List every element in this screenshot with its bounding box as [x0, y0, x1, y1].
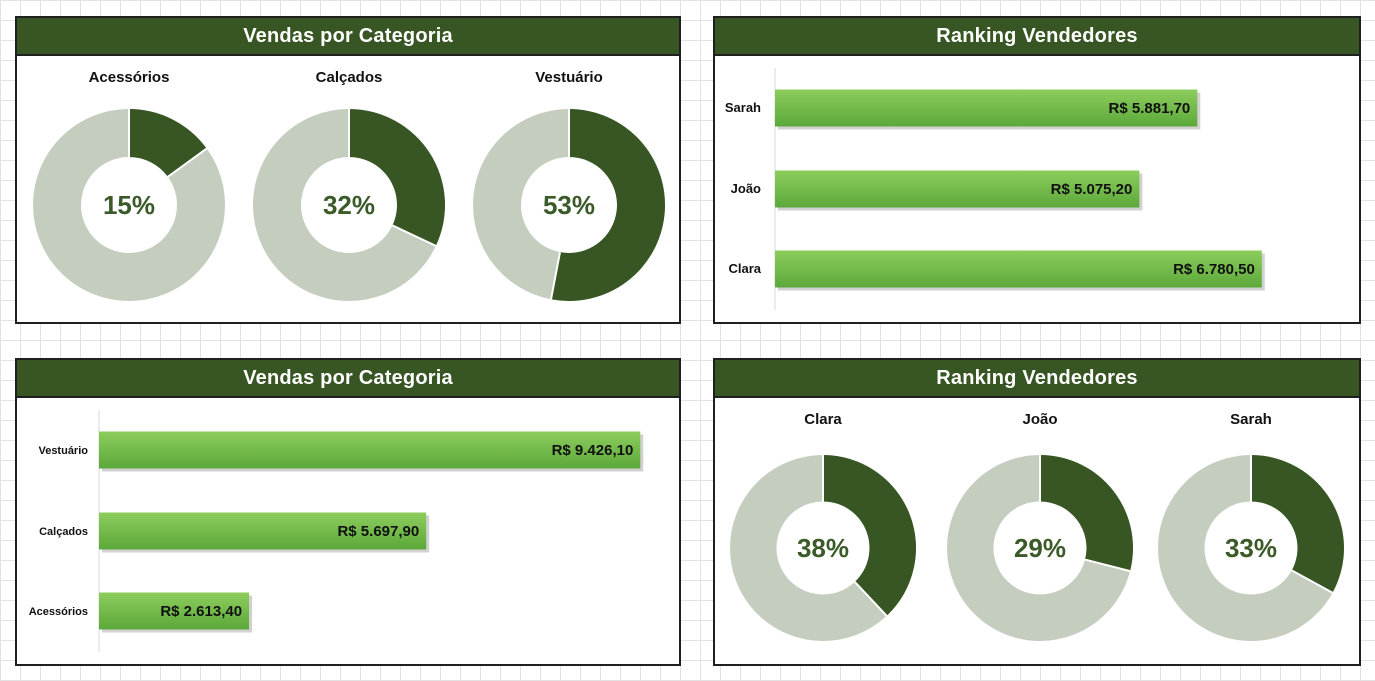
bar-category-label-acessorios: Acessórios	[29, 606, 88, 618]
panel-title: Ranking Vendedores	[715, 18, 1359, 56]
donut-title-clara: Clara	[804, 411, 842, 428]
bar-vestuario	[99, 431, 641, 469]
panel-category-donuts: Vendas por Categoria Acessórios 15% Calçad…	[15, 16, 681, 324]
bar-sarah	[775, 89, 1198, 127]
donut-percent-clara: 38%	[797, 533, 849, 563]
panel-category-bars: Vendas por Categoria Vestuário R$ 9.426,1…	[15, 358, 681, 666]
bar-category-label-calcados: Calçados	[39, 526, 88, 538]
donut-percent-sarah: 33%	[1225, 533, 1277, 563]
donut-separator-end	[1084, 558, 1131, 573]
panel-seller-donuts: Ranking Vendedores Clara 38% João 29% Sarah 3…	[713, 358, 1361, 666]
bar-acessorios	[99, 592, 250, 630]
bar-category-label-vestuario: Vestuário	[38, 445, 88, 457]
donut-slice-clara	[823, 455, 916, 616]
donut-title-vestuario: Vestuário	[535, 69, 603, 86]
panel-title: Vendas por Categoria	[17, 360, 679, 398]
donut-separator-end	[167, 147, 208, 178]
bar-value-label-sarah: R$ 5.881,70	[1109, 100, 1191, 117]
donut-slice-acessorios	[129, 109, 207, 177]
bar-category-label-clara: Clara	[728, 261, 761, 276]
panel-seller-bars: Ranking Vendedores Sarah R$ 5.881,70 João R…	[713, 16, 1361, 324]
bar-clara	[775, 250, 1262, 288]
donut-title-calcados: Calçados	[316, 69, 383, 86]
bar-joao	[775, 170, 1140, 208]
bar-calcados	[99, 512, 427, 550]
donut-separator-end	[854, 581, 888, 617]
donut-percent-calcados: 32%	[323, 190, 375, 220]
panel-title: Vendas por Categoria	[17, 18, 679, 56]
panel-title: Ranking Vendedores	[715, 360, 1359, 398]
category-bars-chart: Vestuário R$ 9.426,10 Calçados R$ 5.697,90 A…	[29, 410, 644, 652]
bar-value-label-calcados: R$ 5.697,90	[337, 523, 419, 540]
donut-percent-acessorios: 15%	[103, 190, 155, 220]
donut-slice-calcados	[349, 109, 445, 246]
donut-title-acessorios: Acessórios	[89, 69, 170, 86]
seller-bars-chart: Sarah R$ 5.881,70 João R$ 5.075,20 Clara R$ 6…	[725, 68, 1265, 310]
bar-value-label-clara: R$ 6.780,50	[1173, 261, 1255, 278]
bar-value-label-joao: R$ 5.075,20	[1051, 181, 1133, 198]
donut-separator-end	[550, 251, 561, 300]
bar-value-label-vestuario: R$ 9.426,10	[552, 442, 634, 459]
bar-category-label-joao: João	[731, 181, 761, 196]
donut-separator-end	[1291, 569, 1333, 594]
donut-percent-joao: 29%	[1014, 533, 1066, 563]
seller-donuts-chart: Clara 38% João 29% Sarah 33%	[730, 411, 1344, 641]
donut-slice-vestuario	[551, 109, 665, 301]
donut-percent-vestuario: 53%	[543, 190, 595, 220]
category-donuts-chart: Acessórios 15% Calçados 32% Vestuário 53%	[33, 69, 665, 301]
donut-title-sarah: Sarah	[1230, 411, 1272, 428]
bar-value-label-acessorios: R$ 2.613,40	[160, 603, 242, 620]
bar-category-label-sarah: Sarah	[725, 100, 761, 115]
donut-slice-sarah	[1251, 455, 1344, 593]
donut-slice-joao	[1040, 455, 1133, 572]
donut-separator-end	[392, 224, 437, 247]
donut-title-joao: João	[1022, 411, 1057, 428]
